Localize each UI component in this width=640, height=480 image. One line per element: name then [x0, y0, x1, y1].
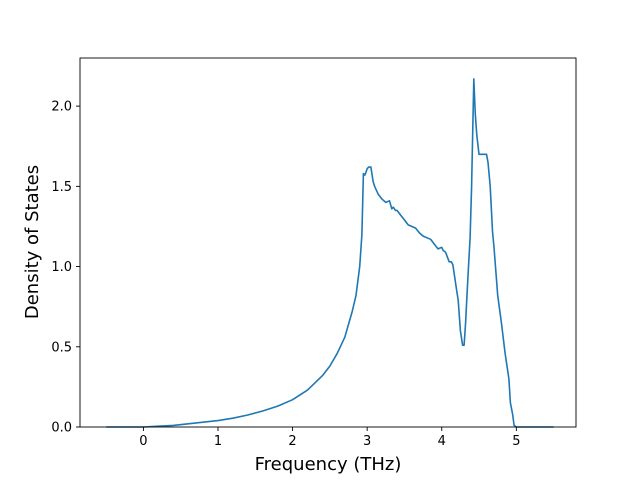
- y-axis-ticks: 0.0 0.5 1.0 1.5 2.0: [51, 100, 80, 436]
- y-tick-label: 2.0: [51, 100, 72, 115]
- y-tick-label: 1.5: [51, 180, 72, 195]
- plot-area: [79, 57, 577, 428]
- y-axis-label: Density of States: [22, 165, 43, 319]
- x-tick-label: 4: [438, 434, 446, 449]
- x-tick-label: 2: [288, 434, 296, 449]
- series-line-0: [106, 78, 554, 428]
- plot-frame: [79, 57, 577, 428]
- x-tick-label: 3: [363, 434, 371, 449]
- x-tick-label: 1: [214, 434, 222, 449]
- y-tick-label: 0.5: [51, 340, 72, 355]
- x-tick-label: 0: [139, 434, 147, 449]
- x-tick-label: 5: [512, 434, 520, 449]
- y-tick-label: 1.0: [51, 260, 72, 275]
- x-axis-label: Frequency (THz): [255, 454, 402, 475]
- x-axis-ticks: 0 1 2 3 4 5: [139, 427, 520, 449]
- y-tick-label: 0.0: [51, 421, 72, 436]
